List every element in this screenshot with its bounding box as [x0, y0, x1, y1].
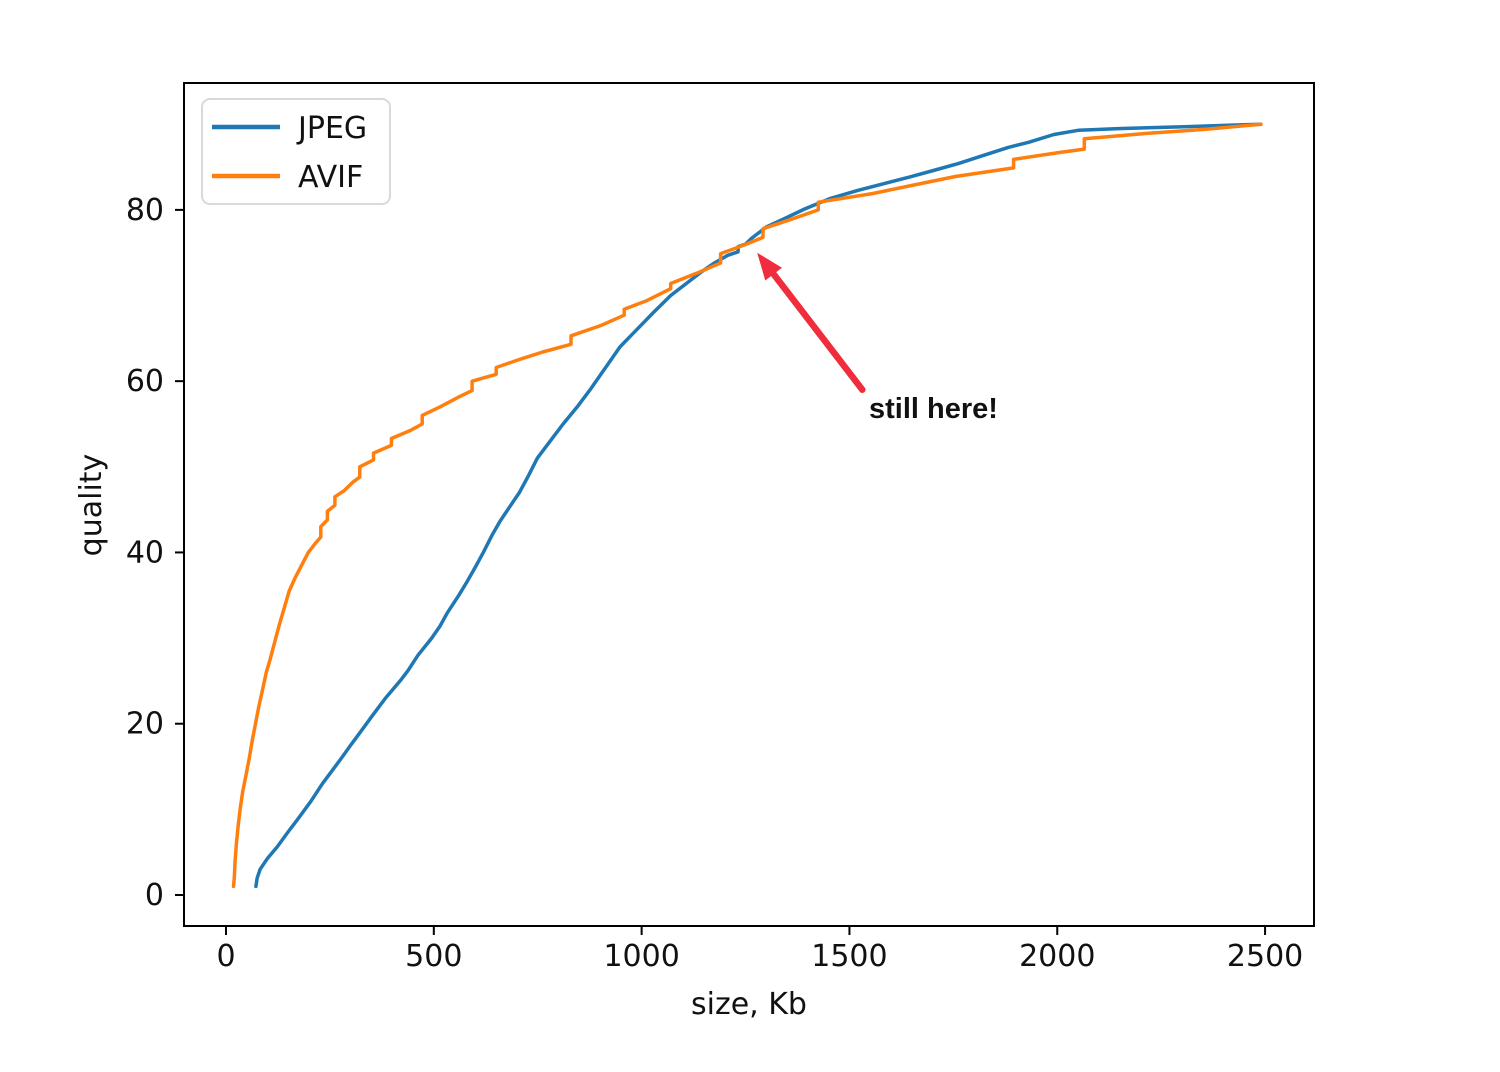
jpeg-series-line	[254, 122, 1263, 889]
x-tick-label: 1000	[603, 939, 679, 974]
y-axis-label: quality	[74, 454, 109, 557]
annotation-arrow-shaft	[767, 266, 866, 393]
x-axis-label: size, Kb	[691, 987, 807, 1022]
x-tick-label: 0	[216, 939, 235, 974]
annotation-text: still here!	[869, 393, 998, 425]
x-tick-label: 1500	[811, 939, 887, 974]
legend: JPEG AVIF	[201, 98, 391, 205]
annotation-arrow-head-icon	[757, 252, 782, 281]
y-tick-label: 40	[126, 535, 164, 570]
x-tick-label: 2000	[1019, 939, 1095, 974]
x-tick-label: 2500	[1227, 939, 1303, 974]
x-tick-label: 500	[405, 939, 462, 974]
plot-border	[183, 82, 1315, 927]
legend-label-jpeg: JPEG	[296, 111, 367, 146]
y-tick-label: 60	[126, 364, 164, 399]
avif-series-line	[231, 122, 1263, 889]
y-tick-label: 20	[126, 707, 164, 742]
y-tick-label: 80	[126, 193, 164, 228]
y-tick-label: 0	[145, 878, 164, 913]
legend-label-avif: AVIF	[298, 160, 363, 195]
